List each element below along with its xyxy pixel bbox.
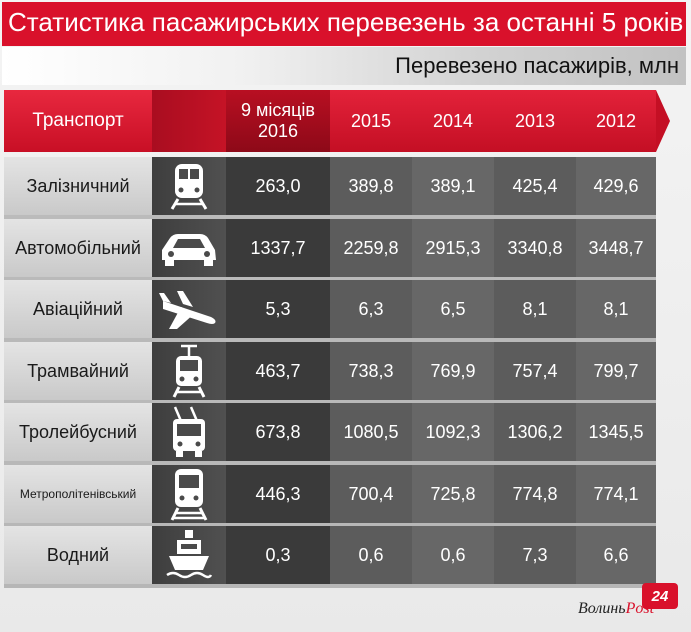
column-header: 2014 xyxy=(412,90,494,152)
column-header-label: 2012 xyxy=(595,110,637,131)
row-divider xyxy=(4,523,656,527)
value-cell: 429,6 xyxy=(576,157,656,215)
column-header-label: 2015 xyxy=(350,110,392,131)
title-bar xyxy=(2,2,686,46)
trolleybus-icon xyxy=(152,403,226,461)
row-label: Трамвайний xyxy=(4,342,152,400)
row-label: Тролейбусний xyxy=(4,403,152,461)
brand-post: Post xyxy=(625,600,655,617)
unit-label: Перевезено пасажирів, млн xyxy=(395,53,679,78)
row-label: Авіаційний xyxy=(4,280,152,338)
value-cell: 463,7 xyxy=(226,342,330,400)
column-header-label: 2014 xyxy=(432,110,474,131)
row-label: Метрополітенівський xyxy=(4,465,152,523)
value-cell: 446,3 xyxy=(226,465,330,523)
value-cell: 0,6 xyxy=(330,526,412,584)
value-cell: 2259,8 xyxy=(330,219,412,277)
row-divider xyxy=(4,400,656,404)
header-arrow-tip xyxy=(656,90,670,152)
value-cell: 5,3 xyxy=(226,280,330,338)
brand-logo: ВолиньPost xyxy=(578,600,686,626)
car-icon xyxy=(152,219,226,277)
value-cell: 425,4 xyxy=(494,157,576,215)
row-label: Залізничний xyxy=(4,157,152,215)
value-cell: 725,8 xyxy=(412,465,494,523)
metro-icon xyxy=(152,465,226,523)
ship-icon xyxy=(152,526,226,584)
value-cell: 2915,3 xyxy=(412,219,494,277)
value-cell: 1080,5 xyxy=(330,403,412,461)
value-cell: 700,4 xyxy=(330,465,412,523)
value-cell: 6,3 xyxy=(330,280,412,338)
value-cell: 8,1 xyxy=(576,280,656,338)
value-cell: 263,0 xyxy=(226,157,330,215)
column-header-label: 2013 xyxy=(514,110,556,131)
value-cell: 3340,8 xyxy=(494,219,576,277)
logo-badge: 24 xyxy=(642,583,678,609)
header-fold xyxy=(152,90,226,152)
value-cell: 1337,7 xyxy=(226,219,330,277)
value-cell: 757,4 xyxy=(494,342,576,400)
value-cell: 3448,7 xyxy=(576,219,656,277)
value-cell: 1092,3 xyxy=(412,403,494,461)
column-header: 2015 xyxy=(330,90,412,152)
subtitle-band xyxy=(2,47,686,85)
column-header-label: 9 місяців 2016 xyxy=(240,100,315,141)
value-cell: 1345,5 xyxy=(576,403,656,461)
value-cell: 0,3 xyxy=(226,526,330,584)
transport-header-bg xyxy=(4,90,152,152)
transport-header: Транспорт xyxy=(32,110,124,131)
value-cell: 389,1 xyxy=(412,157,494,215)
chart-title: Статистика пасажирських перевезень за ос… xyxy=(8,7,684,37)
value-cell: 1306,2 xyxy=(494,403,576,461)
tram-icon xyxy=(152,342,226,400)
row-divider xyxy=(4,461,656,465)
value-cell: 774,1 xyxy=(576,465,656,523)
column-header: 9 місяців 2016 xyxy=(226,90,330,152)
value-cell: 769,9 xyxy=(412,342,494,400)
value-cell: 774,8 xyxy=(494,465,576,523)
value-cell: 6,5 xyxy=(412,280,494,338)
value-cell: 7,3 xyxy=(494,526,576,584)
value-cell: 389,8 xyxy=(330,157,412,215)
value-cell: 799,7 xyxy=(576,342,656,400)
row-divider xyxy=(4,584,656,588)
row-divider xyxy=(4,215,656,219)
row-divider xyxy=(4,338,656,342)
value-cell: 8,1 xyxy=(494,280,576,338)
brand-main: Волинь xyxy=(578,600,626,617)
train-icon xyxy=(152,157,226,215)
column-header: 2012 xyxy=(576,90,656,152)
row-label: Автомобільний xyxy=(4,219,152,277)
value-cell: 0,6 xyxy=(412,526,494,584)
column-header: 2013 xyxy=(494,90,576,152)
row-divider xyxy=(4,277,656,281)
airplane-icon xyxy=(152,280,226,338)
value-cell: 673,8 xyxy=(226,403,330,461)
value-cell: 738,3 xyxy=(330,342,412,400)
value-cell: 6,6 xyxy=(576,526,656,584)
row-label: Водний xyxy=(4,526,152,584)
